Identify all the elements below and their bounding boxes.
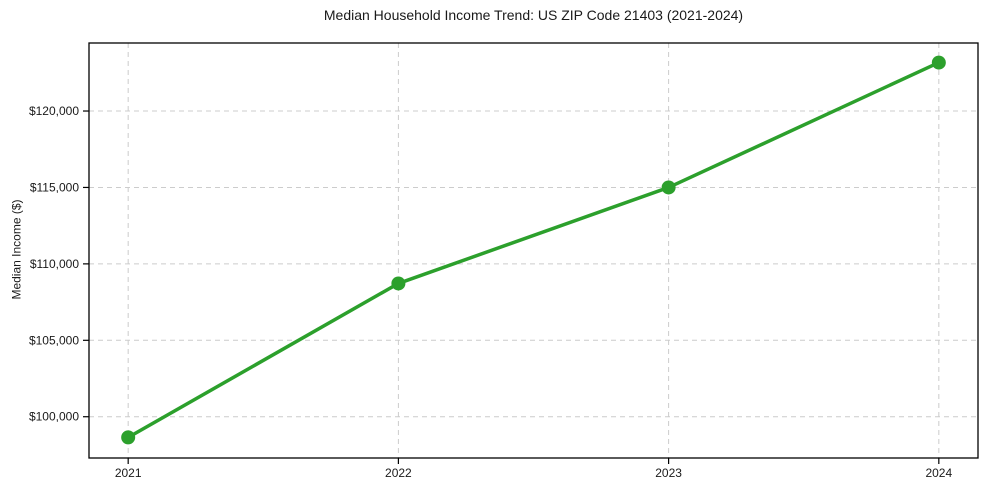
trend-line	[126, 60, 941, 440]
y-tick-label: $115,000	[30, 180, 79, 194]
data-point-marker	[121, 430, 136, 445]
y-tick-label: $100,000	[29, 410, 79, 424]
y-tick-label: $110,000	[30, 257, 79, 271]
x-tick-label: 2024	[925, 466, 952, 480]
data-point-marker	[931, 55, 946, 70]
x-tick-label: 2022	[385, 466, 412, 480]
y-tick-label: $105,000	[29, 333, 79, 347]
plot-frame	[88, 42, 979, 459]
y-tick-label: $120,000	[29, 104, 79, 118]
data-point-marker	[391, 276, 406, 291]
x-tick-label: 2021	[115, 466, 142, 480]
x-tick-label: 2023	[655, 466, 682, 480]
data-point-marker	[661, 180, 676, 195]
chart-title: Median Household Income Trend: US ZIP Co…	[323, 7, 744, 23]
